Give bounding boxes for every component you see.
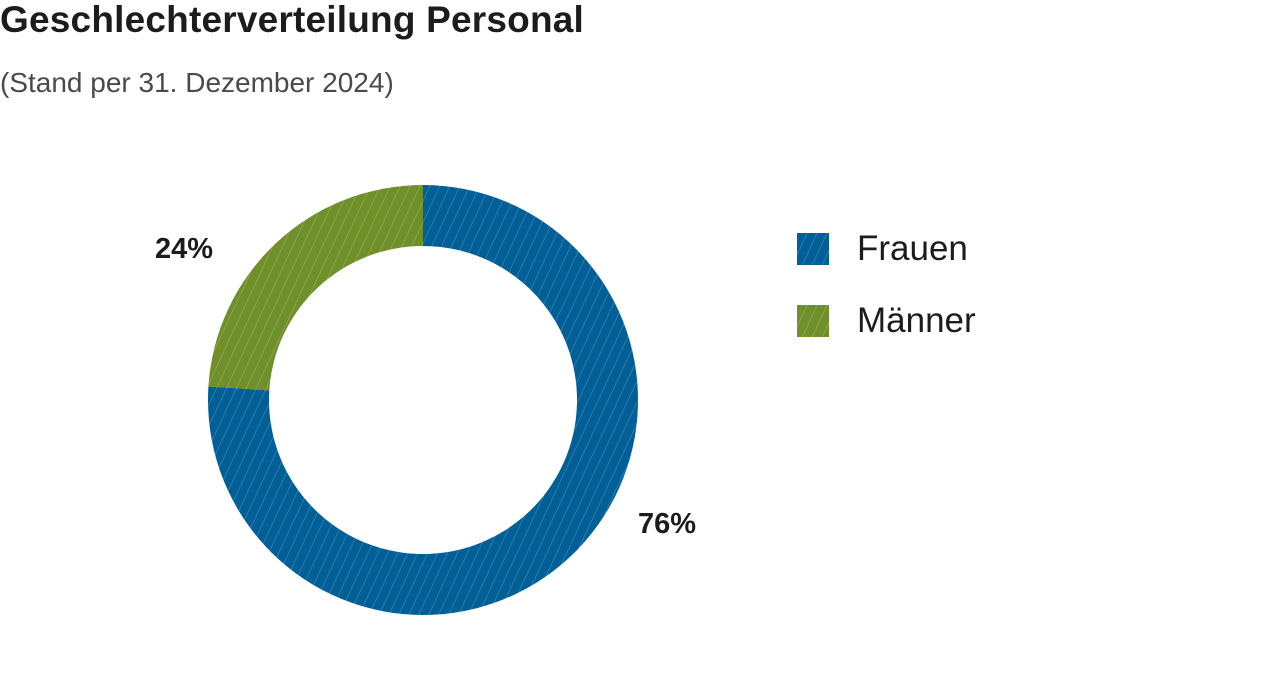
chart-subtitle: (Stand per 31. Dezember 2024)	[0, 67, 394, 98]
legend-swatch-frauen	[797, 233, 829, 265]
slice-mnner	[208, 185, 423, 391]
legend-label-maenner: Männer	[857, 301, 976, 340]
legend-item-maenner: Männer	[797, 297, 976, 345]
chart-title: Geschlechterverteilung Personal	[0, 0, 585, 40]
legend-label-frauen: Frauen	[857, 229, 968, 268]
donut-labels: 76% 24%	[155, 233, 696, 540]
chart-legend: Frauen Männer	[797, 225, 976, 369]
data-label-mnner: 24%	[155, 233, 213, 265]
legend-swatch-maenner	[797, 305, 829, 337]
data-label-frauen: 76%	[638, 508, 696, 540]
donut-slices	[207, 185, 639, 615]
legend-item-frauen: Frauen	[797, 225, 976, 273]
